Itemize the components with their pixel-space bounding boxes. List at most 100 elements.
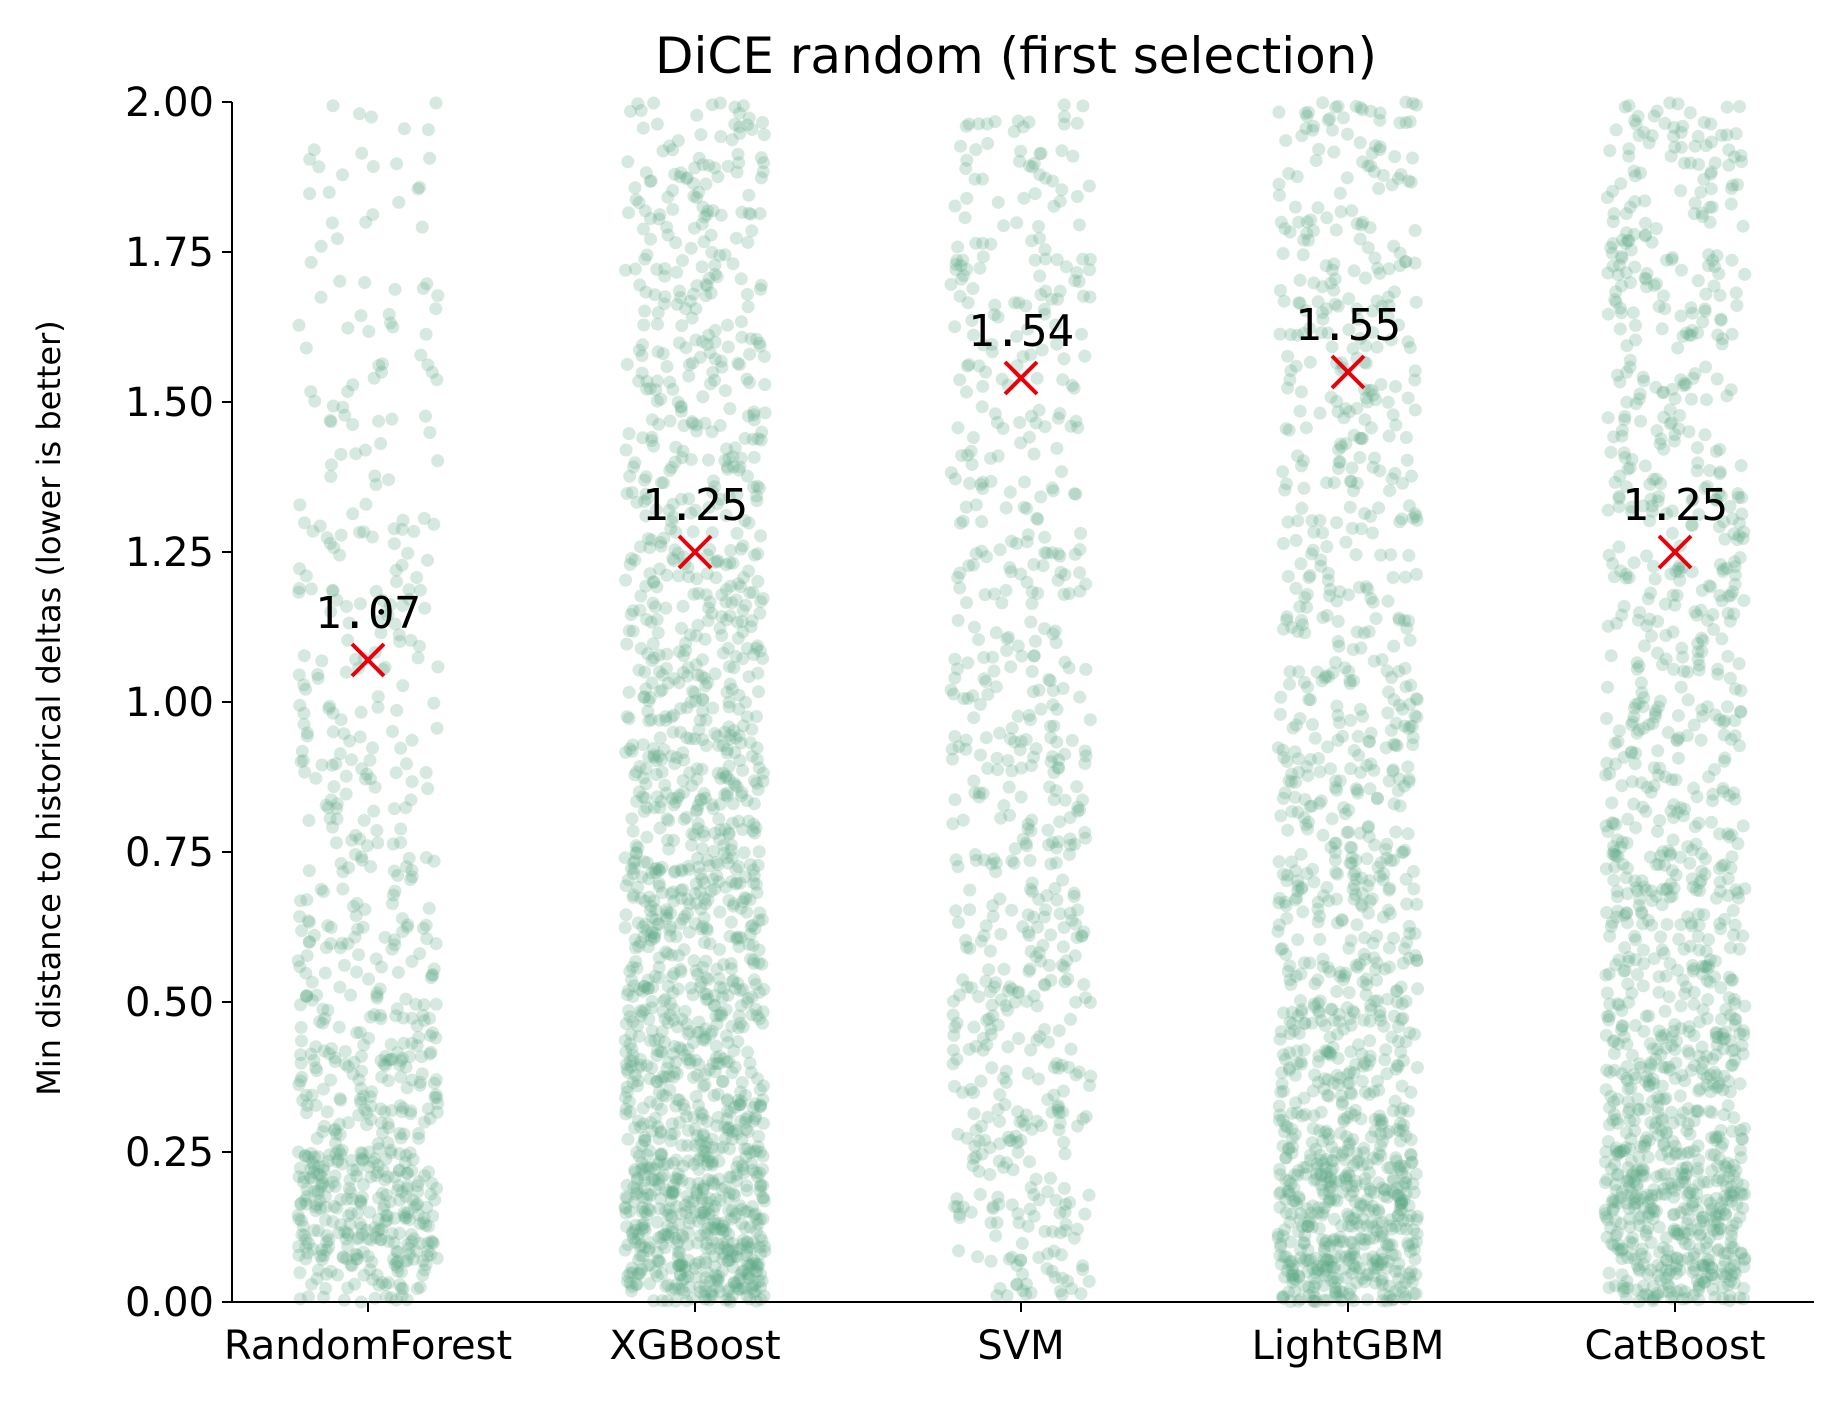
data-point [1687,962,1701,976]
data-point [645,1124,659,1138]
data-point [956,973,970,987]
data-point [643,1258,657,1272]
data-point [409,1198,423,1212]
data-point [677,1285,691,1299]
data-point [1042,958,1056,972]
data-point [304,1047,318,1061]
data-point [750,1212,764,1226]
data-point [296,1093,310,1107]
data-point [356,920,370,934]
data-point [364,772,377,786]
data-point [1293,404,1307,418]
data-point [981,687,995,701]
data-point [708,667,722,681]
data-point [699,1145,713,1159]
data-point [636,1101,650,1115]
data-point [407,1252,421,1266]
data-point [685,779,699,792]
data-point [630,1277,644,1291]
data-point [1041,823,1055,837]
data-point [622,206,636,220]
data-point [705,1233,719,1247]
data-point [1343,500,1357,514]
data-point [1605,796,1619,810]
data-point [659,1183,673,1197]
data-point [294,1197,308,1211]
data-point [997,1160,1011,1174]
data-point [341,1281,355,1295]
data-point [379,1188,393,1202]
data-point [679,302,693,316]
data-point [675,1012,689,1026]
data-point [656,1070,670,1084]
data-point [636,1249,650,1263]
data-point [638,1133,652,1147]
data-point [362,1160,376,1174]
data-point [1014,144,1028,158]
data-point [671,1259,685,1273]
data-point [292,1212,306,1226]
data-point [740,995,754,1009]
data-point [1050,893,1064,907]
data-point [335,1157,349,1171]
data-point [332,1020,346,1034]
data-point [752,845,766,859]
data-point [1274,943,1288,956]
data-point [387,802,401,816]
data-point [643,691,657,705]
data-point [292,1078,306,1092]
data-point [687,1070,701,1084]
data-point [1289,718,1303,732]
data-point [969,853,983,867]
data-point [409,1244,423,1258]
data-point [341,633,355,647]
data-point [748,1112,762,1126]
data-point [416,1216,430,1230]
data-point [402,583,416,597]
data-point [721,1123,735,1137]
data-point [1651,824,1664,838]
data-point [322,1233,336,1247]
data-point [317,1044,331,1058]
data-point [1352,581,1366,594]
data-point [399,1148,413,1162]
data-point [975,400,989,414]
data-point [660,1294,674,1308]
data-point [739,1112,753,1126]
data-point [1299,106,1313,120]
data-point [735,1076,749,1089]
data-point [395,1289,409,1303]
data-point [757,349,771,363]
data-point [675,864,689,878]
data-point [1714,1123,1728,1137]
data-point [1724,861,1738,875]
data-point [625,1280,639,1294]
data-point [1274,690,1288,704]
data-point [334,528,348,542]
data-point [431,454,445,468]
data-point [353,1217,367,1231]
data-point [355,146,369,160]
data-point [375,365,389,379]
data-point [402,851,416,865]
data-point [657,1168,671,1182]
data-point [300,989,314,1003]
data-point [1011,114,1025,128]
data-point [1332,462,1345,475]
data-point [672,1258,686,1272]
data-point [297,649,311,663]
data-point [324,470,338,483]
data-point [421,1102,435,1116]
data-point [665,1185,679,1199]
data-point [370,1268,384,1282]
data-point [665,1211,679,1224]
data-point [1322,670,1335,684]
data-point [994,927,1008,941]
data-point [640,1059,654,1073]
data-point [1388,150,1402,164]
data-point [756,1016,769,1030]
data-point [363,753,377,767]
data-point [1716,782,1730,795]
data-point [348,930,362,944]
data-point [680,1189,694,1203]
